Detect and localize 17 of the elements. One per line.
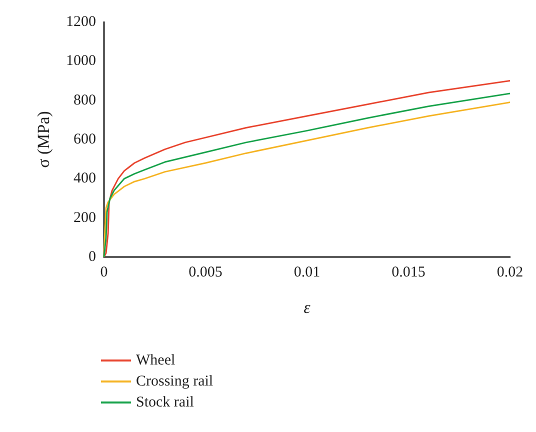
- legend-label: Stock rail: [136, 394, 194, 410]
- y-tick-label: 200: [74, 210, 96, 226]
- y-tick-label: 1200: [66, 14, 96, 30]
- x-tick-label: 0.02: [496, 264, 524, 280]
- y-axis-title: σ (MPa): [34, 111, 53, 168]
- y-tick-label: 400: [74, 170, 96, 187]
- legend-label: Crossing rail: [136, 374, 214, 390]
- x-tick-label: 0.015: [392, 264, 426, 280]
- x-tick-label: 0.005: [188, 264, 222, 280]
- x-tick-label: 0: [100, 264, 108, 280]
- y-tick-label: 800: [74, 92, 96, 108]
- y-tick-label: 1000: [66, 53, 96, 70]
- x-tick-label: 0.01: [294, 264, 320, 280]
- y-tick-label: 0: [88, 249, 96, 265]
- x-axis-title: ε: [304, 298, 311, 317]
- y-tick-label: 600: [74, 132, 96, 148]
- legend-label: Wheel: [136, 352, 176, 368]
